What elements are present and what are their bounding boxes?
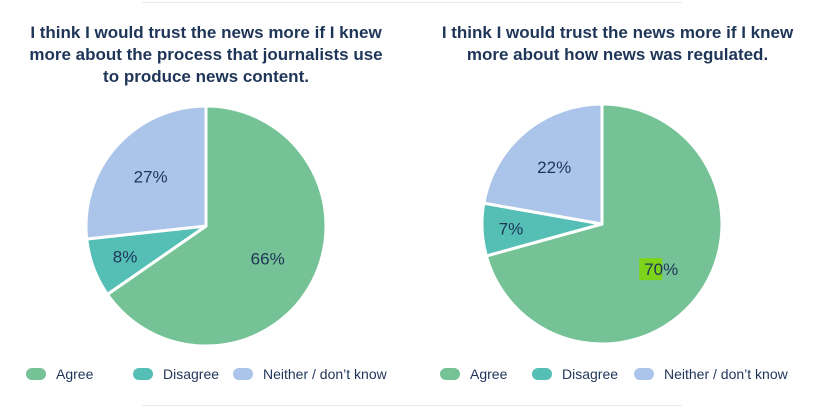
pie-label-agree: 70% bbox=[644, 260, 678, 279]
legend-item-disagree: Disagree bbox=[532, 366, 618, 382]
pie-slice-agree bbox=[484, 102, 724, 346]
pie-slice-neither bbox=[84, 104, 208, 241]
value-highlight bbox=[639, 258, 663, 281]
chart-title-line: I think I would trust the news more if I… bbox=[441, 23, 794, 42]
chart-title-line: to produce news content. bbox=[103, 67, 309, 86]
legend-label: Neither / don’t know bbox=[664, 366, 788, 382]
chart-title-line: more about the process that journalists … bbox=[29, 45, 383, 64]
legend-swatch-disagree bbox=[532, 368, 552, 380]
pie-slice-agree bbox=[105, 104, 328, 348]
pie-chart: 70% 7% 22% bbox=[480, 102, 724, 346]
chart-panel-regulation: I think I would trust the news more if I… bbox=[412, 0, 823, 408]
legend: Agree Disagree Neither / don’t know bbox=[0, 366, 412, 386]
pie-label-neither: 27% bbox=[134, 167, 168, 186]
legend-swatch-neither bbox=[233, 368, 253, 380]
pie-label-agree: 66% bbox=[251, 249, 285, 268]
pie-chart: 66% 8% 27% bbox=[84, 104, 328, 348]
legend-swatch-neither bbox=[634, 368, 654, 380]
legend: Agree Disagree Neither / don’t know bbox=[412, 366, 823, 386]
legend-label: Agree bbox=[56, 366, 94, 382]
chart-title-line: more about how news was regulated. bbox=[466, 45, 769, 64]
chart-panel-process: I think I would trust the news more if I… bbox=[0, 22, 412, 386]
legend-item-neither: Neither / don’t know bbox=[634, 366, 788, 382]
legend-label: Disagree bbox=[163, 366, 220, 382]
legend-label: Disagree bbox=[562, 366, 619, 382]
legend-item-neither: Neither / don’t know bbox=[233, 366, 387, 382]
pie-label-disagree: 8% bbox=[113, 247, 138, 266]
legend-label: Neither / don’t know bbox=[263, 366, 387, 382]
legend-swatch-agree bbox=[440, 368, 460, 380]
legend-item-agree: Agree bbox=[26, 366, 93, 382]
chart-title: I think I would trust the news more if I… bbox=[412, 22, 823, 66]
legend-swatch-agree bbox=[26, 368, 46, 380]
pie-label-neither: 22% bbox=[537, 158, 571, 177]
pie-label-disagree: 7% bbox=[499, 219, 524, 238]
top-divider bbox=[142, 2, 682, 3]
chart-title: I think I would trust the news more if I… bbox=[0, 22, 412, 88]
legend-item-disagree: Disagree bbox=[133, 366, 219, 382]
legend-item-agree: Agree bbox=[440, 366, 507, 382]
legend-label: Agree bbox=[470, 366, 508, 382]
legend-swatch-disagree bbox=[133, 368, 153, 380]
bottom-divider bbox=[142, 405, 682, 406]
chart-title-line: I think I would trust the news more if I… bbox=[30, 23, 382, 42]
pie-slice-neither bbox=[482, 102, 604, 226]
